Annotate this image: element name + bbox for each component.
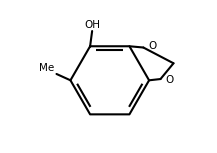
Text: O: O [165,75,173,85]
Text: OH: OH [85,20,101,30]
Text: O: O [148,41,156,51]
Text: Me: Me [39,63,54,73]
